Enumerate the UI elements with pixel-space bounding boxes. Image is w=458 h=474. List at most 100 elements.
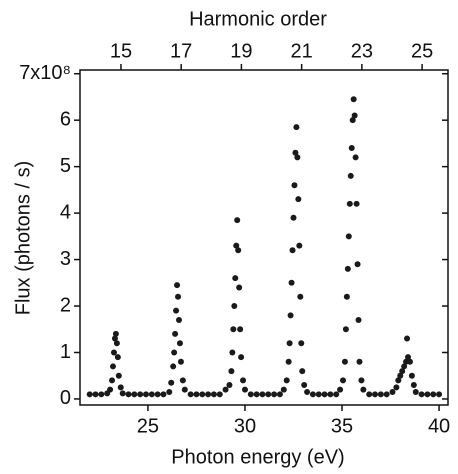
data-point [408, 372, 415, 379]
data-point [110, 349, 117, 356]
data-point [341, 358, 348, 365]
data-point [299, 368, 306, 375]
data-point [356, 358, 363, 365]
x-tick-label: 25 [137, 415, 159, 437]
data-point [229, 349, 236, 356]
data-point [289, 247, 296, 254]
x-tick-label: 30 [234, 415, 256, 437]
data-point [172, 330, 179, 337]
data-point [350, 96, 357, 103]
y-tick-label: 2 [60, 294, 71, 316]
data-point [292, 149, 299, 156]
data-point [109, 377, 116, 384]
data-point [171, 349, 178, 356]
data-point [345, 233, 352, 240]
data-point [286, 340, 293, 347]
data-point [342, 326, 349, 333]
data-point [393, 384, 400, 391]
data-point [327, 391, 334, 398]
data-point [131, 391, 138, 398]
data-point [237, 326, 244, 333]
y-tick-label: 7x10⁸ [19, 62, 71, 84]
data-point [174, 282, 181, 289]
data-point [412, 388, 419, 395]
x2-tick-label: 17 [170, 40, 192, 62]
data-point [216, 391, 223, 398]
data-point [372, 391, 379, 398]
data-point [418, 391, 425, 398]
data-point [355, 316, 362, 323]
data-point [287, 312, 294, 319]
data-point [111, 335, 118, 342]
x-tick-label: 40 [428, 415, 450, 437]
data-point [98, 391, 105, 398]
data-point [354, 261, 361, 268]
data-point [177, 358, 184, 365]
data-point [290, 214, 297, 221]
data-point [296, 242, 303, 249]
data-point [344, 265, 351, 272]
x2-axis-label: Harmonic order [189, 8, 327, 30]
data-point [92, 391, 99, 398]
data-point [347, 172, 354, 179]
data-point [193, 391, 200, 398]
data-point [148, 391, 155, 398]
data-point [210, 391, 217, 398]
data-point [405, 354, 412, 361]
data-point [231, 303, 238, 310]
x2-tick-label: 15 [110, 40, 132, 62]
data-point [333, 391, 340, 398]
data-point [401, 363, 408, 370]
data-point [283, 377, 290, 384]
data-point [115, 372, 122, 379]
data-point [389, 388, 396, 395]
data-point [170, 363, 177, 370]
data-point [240, 377, 247, 384]
x2-tick-label: 25 [411, 40, 433, 62]
data-point [265, 391, 272, 398]
data-point [112, 330, 119, 337]
data-point [137, 391, 144, 398]
data-point [353, 200, 360, 207]
data-point [181, 386, 188, 393]
data-point [241, 386, 248, 393]
data-point [168, 379, 175, 386]
data-point [276, 391, 283, 398]
data-point [297, 293, 304, 300]
data-point [366, 391, 373, 398]
data-point [349, 117, 356, 124]
data-point [235, 247, 242, 254]
data-point [86, 391, 93, 398]
data-point [107, 386, 114, 393]
data-point [351, 112, 358, 119]
data-point [315, 391, 322, 398]
data-point [280, 386, 287, 393]
data-point [271, 391, 278, 398]
data-point [173, 307, 180, 314]
data-point [337, 386, 344, 393]
y-tick-label: 1 [60, 341, 71, 363]
data-point [346, 200, 353, 207]
data-point [358, 377, 365, 384]
data-point [339, 377, 346, 384]
data-point [395, 377, 402, 384]
data-point [238, 354, 245, 361]
data-point [377, 391, 384, 398]
data-point [125, 391, 132, 398]
data-point [109, 363, 116, 370]
data-point [154, 391, 161, 398]
y-tick-label: 4 [60, 201, 71, 223]
data-point [348, 145, 355, 152]
data-point [293, 124, 300, 131]
data-point [397, 372, 404, 379]
data-point [247, 391, 254, 398]
data-point [253, 391, 260, 398]
data-point [226, 382, 233, 389]
data-point [309, 391, 316, 398]
data-point [236, 284, 243, 291]
plot-frame [79, 69, 449, 406]
x2-tick-label: 21 [291, 40, 313, 62]
data-point [160, 391, 167, 398]
y-tick-label: 5 [60, 155, 71, 177]
data-point [285, 358, 292, 365]
